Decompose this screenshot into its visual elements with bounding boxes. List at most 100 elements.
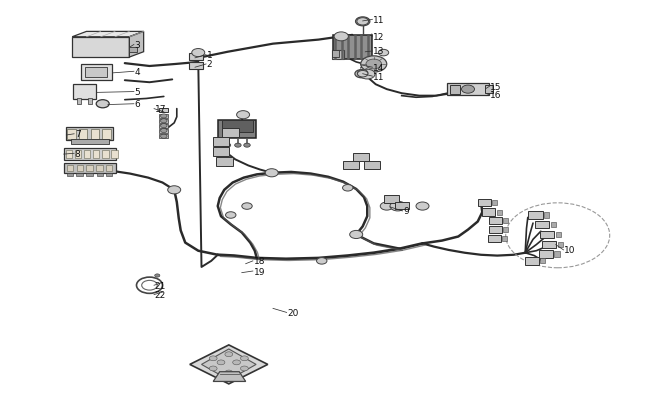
Circle shape <box>358 70 368 77</box>
Bar <box>81 65 112 81</box>
Circle shape <box>357 19 369 26</box>
Text: 10: 10 <box>564 246 576 255</box>
Circle shape <box>240 366 248 371</box>
Bar <box>539 251 553 258</box>
Text: 13: 13 <box>373 47 385 56</box>
Circle shape <box>378 50 389 57</box>
Circle shape <box>265 169 278 177</box>
Bar <box>159 124 168 128</box>
Bar <box>66 151 72 158</box>
Bar <box>76 173 83 177</box>
Bar <box>88 99 92 105</box>
Bar <box>542 241 556 249</box>
Bar <box>213 137 229 146</box>
Bar <box>159 115 168 119</box>
Circle shape <box>161 124 167 128</box>
Bar <box>86 173 93 177</box>
Bar <box>525 258 539 265</box>
Bar <box>75 151 81 158</box>
Bar <box>333 36 372 60</box>
Circle shape <box>350 231 363 239</box>
Text: 11: 11 <box>373 16 385 25</box>
Text: 4: 4 <box>135 68 140 77</box>
Text: 14: 14 <box>373 64 384 72</box>
Text: 7: 7 <box>75 130 81 139</box>
Circle shape <box>161 129 167 133</box>
Bar <box>93 151 99 158</box>
Bar <box>85 68 107 78</box>
Circle shape <box>242 203 252 210</box>
Text: 19: 19 <box>254 267 265 276</box>
Bar <box>503 228 508 232</box>
Bar <box>97 173 103 177</box>
Circle shape <box>233 360 240 365</box>
Text: 22: 22 <box>155 290 166 299</box>
Bar <box>497 210 502 215</box>
Bar <box>332 51 339 58</box>
Text: 20: 20 <box>287 308 299 317</box>
Text: 16: 16 <box>490 90 502 99</box>
Polygon shape <box>129 32 144 58</box>
Bar <box>64 149 116 160</box>
Circle shape <box>359 70 375 80</box>
Bar <box>102 151 109 158</box>
Bar <box>353 154 369 162</box>
Circle shape <box>161 135 167 139</box>
Circle shape <box>359 20 367 25</box>
Circle shape <box>168 186 181 194</box>
Bar <box>86 165 93 172</box>
Circle shape <box>244 144 250 148</box>
Bar <box>488 235 500 243</box>
Bar <box>77 99 81 105</box>
Circle shape <box>358 72 365 77</box>
Text: 2: 2 <box>207 60 213 69</box>
Circle shape <box>224 144 231 148</box>
Circle shape <box>192 49 205 58</box>
Circle shape <box>334 33 348 42</box>
Bar <box>544 213 549 218</box>
Bar <box>189 54 203 61</box>
Bar <box>540 259 545 264</box>
Circle shape <box>366 60 382 70</box>
Bar <box>216 158 233 166</box>
Bar <box>96 165 103 172</box>
Bar <box>492 201 497 206</box>
Circle shape <box>155 274 160 277</box>
Circle shape <box>317 258 327 264</box>
Text: 6: 6 <box>135 100 140 109</box>
Bar <box>67 165 73 172</box>
Bar <box>485 86 493 94</box>
Circle shape <box>96 100 109 109</box>
Text: 12: 12 <box>373 33 384 42</box>
Bar <box>551 222 556 227</box>
Text: 15: 15 <box>490 83 502 92</box>
Circle shape <box>390 202 406 211</box>
Bar <box>502 237 507 241</box>
Circle shape <box>380 202 393 211</box>
Bar <box>159 109 168 113</box>
Bar <box>106 165 112 172</box>
Text: 11: 11 <box>373 72 385 81</box>
Bar <box>106 173 112 177</box>
Bar <box>159 119 168 124</box>
Circle shape <box>225 370 233 375</box>
Circle shape <box>356 18 370 27</box>
Circle shape <box>240 356 248 361</box>
Bar <box>66 128 113 141</box>
Polygon shape <box>72 32 144 38</box>
Circle shape <box>161 119 167 124</box>
Circle shape <box>416 202 429 211</box>
Bar <box>159 129 168 133</box>
Circle shape <box>358 71 368 78</box>
Polygon shape <box>213 372 246 382</box>
Bar <box>159 135 168 139</box>
Text: 5: 5 <box>135 88 140 97</box>
Bar <box>447 84 489 96</box>
Bar <box>213 147 229 156</box>
Circle shape <box>361 57 387 73</box>
Circle shape <box>209 366 217 371</box>
Bar <box>64 163 116 174</box>
Bar <box>189 63 203 70</box>
Text: 17: 17 <box>155 105 166 114</box>
Bar <box>73 85 96 100</box>
